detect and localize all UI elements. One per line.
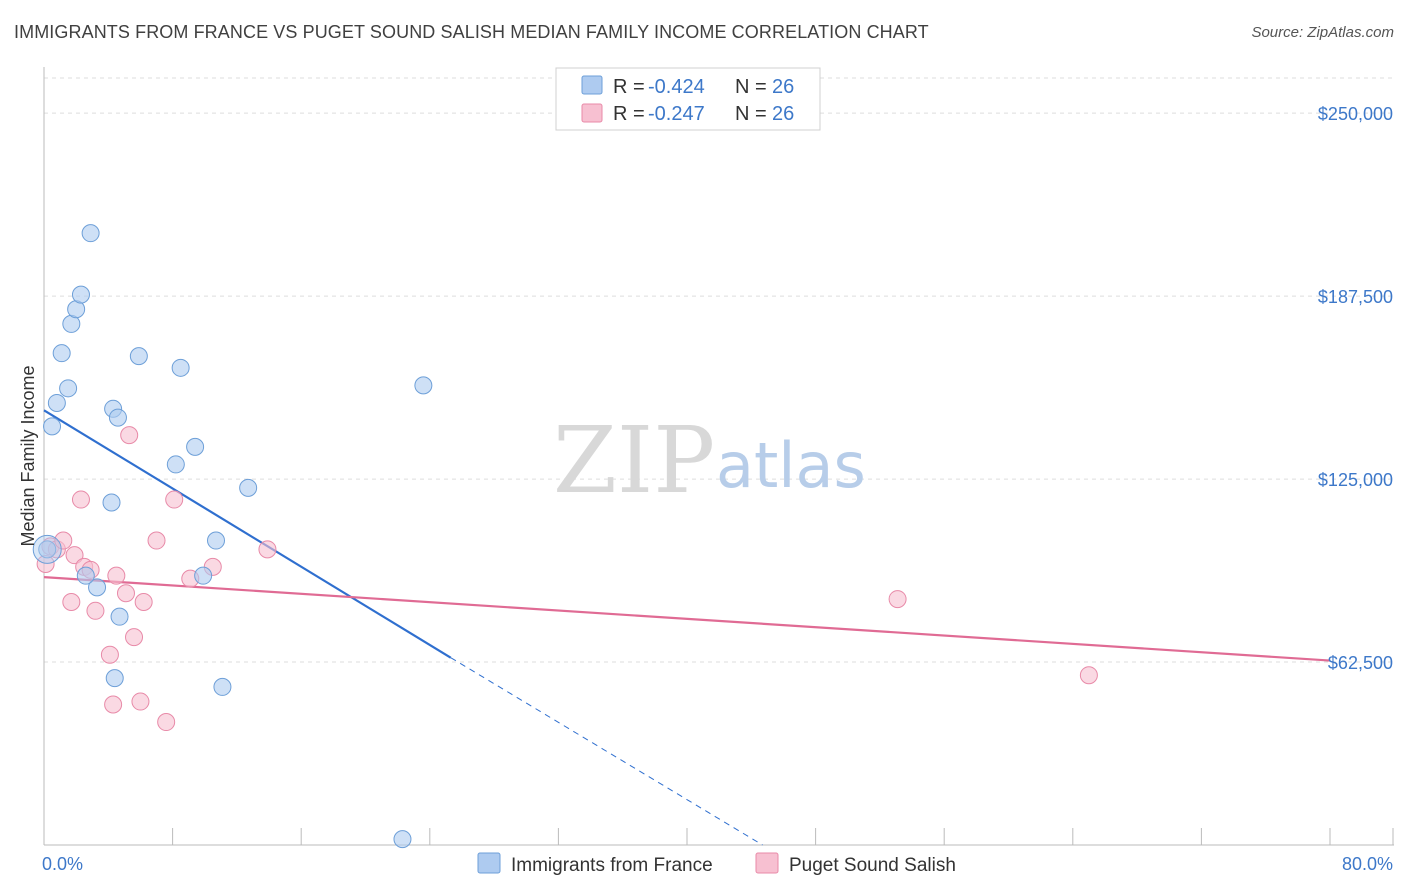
y-tick-label: $187,500	[1318, 287, 1393, 307]
point-france	[207, 531, 226, 550]
trend-line-salish	[43, 576, 1331, 662]
point-salish	[107, 566, 126, 585]
legend-n-value-salish: 26	[772, 103, 794, 125]
chart-source: Source: ZipAtlas.com	[1251, 24, 1394, 41]
point-salish	[120, 426, 139, 445]
watermark-atlas: atlas	[716, 429, 866, 502]
bottom-legend-swatch-salish	[755, 852, 779, 874]
bottom-legend-label-salish: Puget Sound Salish	[789, 855, 956, 876]
point-salish	[134, 593, 153, 612]
point-france	[393, 830, 412, 849]
legend-n-label-salish: N =	[735, 103, 767, 125]
point-salish	[131, 692, 150, 711]
point-salish	[157, 713, 176, 732]
trend-lines	[43, 409, 1331, 846]
legend-n-value-france: 26	[772, 76, 794, 98]
tick-labels: $62,500 $125,000 $187,500 $250,000 0.0% 80.0%	[42, 104, 1393, 874]
point-france	[166, 455, 185, 474]
axes	[43, 67, 1394, 846]
point-france	[213, 677, 232, 696]
point-france	[108, 408, 127, 427]
point-france	[47, 393, 66, 412]
point-france	[239, 478, 258, 497]
grid-lines	[44, 77, 1394, 663]
point-salish	[125, 628, 144, 647]
legend-r-value-france: -0.424	[648, 76, 705, 98]
point-france	[105, 669, 124, 688]
point-salish	[65, 546, 84, 565]
watermark: ZIP atlas	[553, 407, 866, 514]
point-france	[102, 493, 121, 512]
legend-r-value-salish: -0.247	[648, 103, 705, 125]
point-salish	[258, 540, 277, 559]
point-france	[171, 358, 190, 377]
point-salish	[104, 695, 123, 714]
trend-line-france-extension	[450, 657, 763, 846]
point-france	[88, 578, 107, 597]
point-france	[186, 437, 205, 456]
bottom-legend-label-france: Immigrants from France	[511, 855, 713, 876]
point-france	[43, 417, 62, 436]
point-salish	[165, 490, 184, 509]
legend-swatch-france	[581, 75, 603, 95]
y-tick-label: $125,000	[1318, 470, 1393, 490]
bottom-legend: Immigrants from France Puget Sound Salis…	[477, 852, 956, 876]
point-france	[76, 566, 95, 585]
point-salish	[100, 645, 119, 664]
data-points	[32, 224, 1098, 849]
point-salish	[62, 593, 81, 612]
legend-n-label-france: N =	[735, 76, 767, 98]
point-salish	[54, 531, 73, 550]
point-salish	[71, 490, 90, 509]
y-tick-label: $250,000	[1318, 104, 1393, 124]
x-tick-label: 80.0%	[1342, 854, 1393, 874]
point-france	[129, 347, 148, 366]
y-axis-label: Median Family Income	[18, 365, 38, 546]
point-salish	[1079, 666, 1098, 685]
point-salish	[116, 584, 135, 603]
point-salish	[147, 531, 166, 550]
y-tick-label: $62,500	[1328, 653, 1393, 673]
point-salish	[888, 590, 907, 609]
point-france-large	[32, 534, 62, 564]
point-france	[38, 540, 57, 559]
top-legend: R = -0.424 N = 26 R = -0.247 N = 26	[555, 67, 821, 131]
point-france	[81, 224, 100, 243]
x-tick-label: 0.0%	[42, 854, 83, 874]
point-france	[194, 566, 213, 585]
watermark-zip: ZIP	[553, 407, 715, 514]
chart-title: IMMIGRANTS FROM FRANCE VS PUGET SOUND SA…	[14, 22, 929, 42]
point-france	[71, 285, 90, 304]
legend-r-label-salish: R =	[613, 103, 645, 125]
point-france	[59, 379, 78, 398]
legend-swatch-salish	[581, 103, 603, 123]
point-france	[414, 376, 433, 395]
bottom-legend-swatch-france	[477, 852, 501, 874]
point-france	[110, 607, 129, 626]
point-france	[52, 344, 71, 363]
legend-r-label-france: R =	[613, 76, 645, 98]
trend-line-france	[43, 409, 452, 659]
point-salish	[86, 601, 105, 620]
